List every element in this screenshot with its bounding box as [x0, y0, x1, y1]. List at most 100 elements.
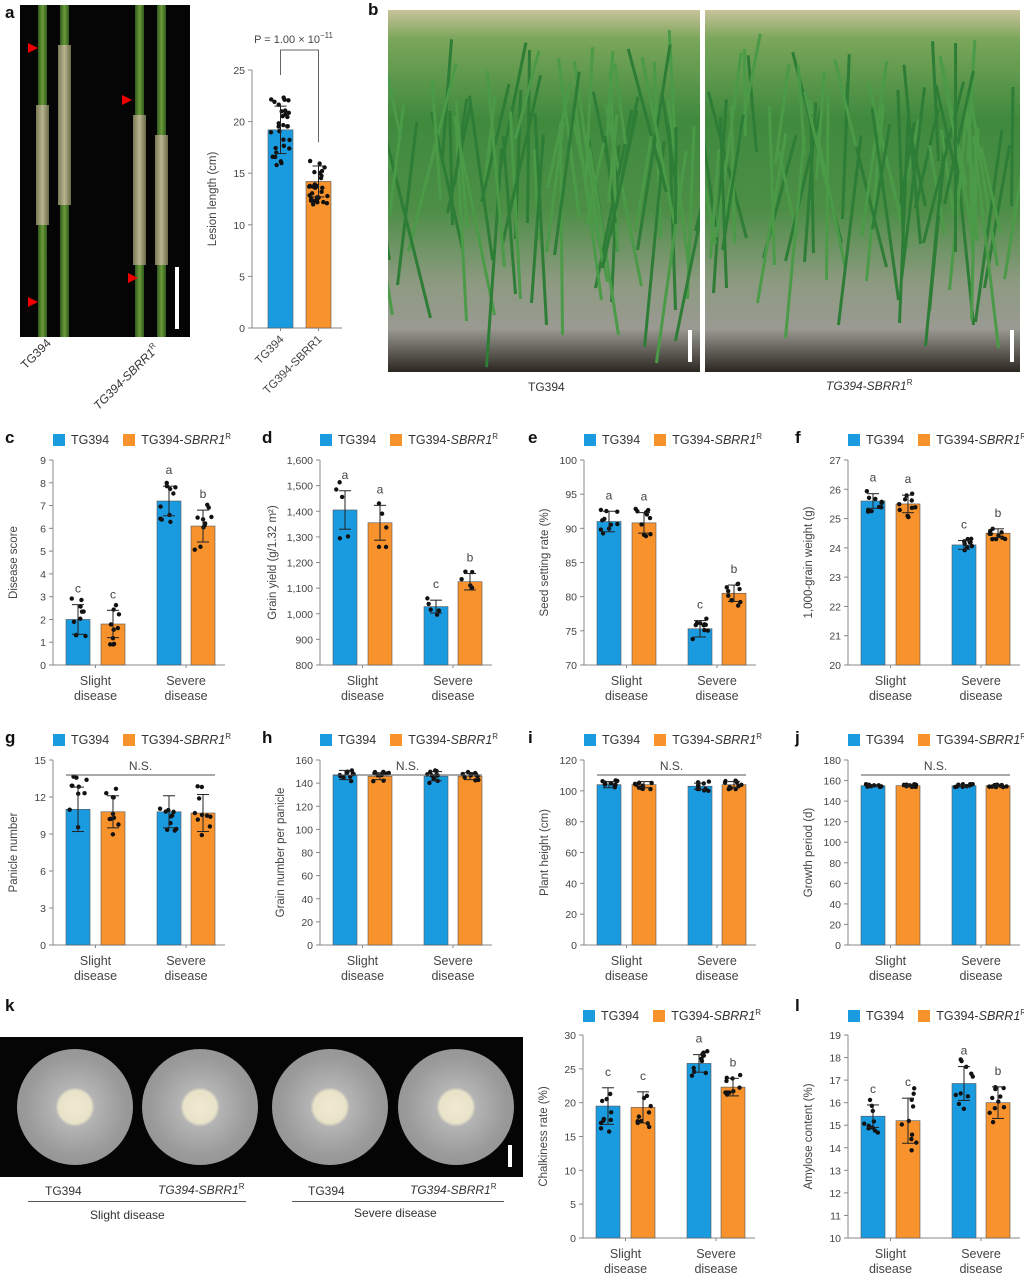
y-tick-label: 80 — [301, 848, 313, 860]
data-point — [737, 1072, 743, 1078]
data-point — [195, 515, 200, 520]
data-point — [315, 200, 320, 205]
data-point — [78, 616, 83, 621]
label-text: TG394-SBRR1 — [826, 379, 907, 393]
data-point — [914, 1140, 919, 1145]
y-tick-label: 75 — [565, 626, 577, 638]
y-tick-label: 6 — [40, 523, 46, 535]
data-point — [111, 642, 116, 647]
legend-swatch-tg394 — [848, 1009, 860, 1022]
data-point — [608, 1091, 613, 1097]
data-point — [274, 162, 279, 168]
legend-label-sbrr1: TG394-SBRR1R — [141, 432, 232, 448]
legend-label-tg394: TG394 — [338, 432, 377, 447]
y-tick-label: 1,100 — [287, 583, 313, 595]
panel-letter-b: b — [368, 0, 379, 19]
ns-label: N.S. — [660, 759, 683, 773]
data-point — [897, 502, 902, 507]
y-tick-label: 5 — [40, 546, 46, 558]
data-point — [734, 780, 740, 785]
data-point — [902, 497, 908, 502]
y-tick-label: 12 — [829, 1188, 841, 1200]
data-point — [426, 601, 431, 607]
x-tick-label: Slight — [347, 674, 379, 688]
significance-letter: c — [870, 1082, 876, 1096]
data-point — [459, 577, 464, 582]
y-tick-label: 40 — [301, 894, 313, 906]
grain-sample — [272, 1049, 388, 1165]
data-point — [608, 1117, 613, 1123]
legend-label-tg394: TG394 — [602, 732, 641, 747]
scale-bar — [508, 1145, 512, 1167]
y-tick-label: 20 — [564, 1098, 576, 1110]
data-point — [998, 1094, 1003, 1099]
data-point — [195, 784, 200, 789]
legend-swatch-sbrr1 — [390, 733, 403, 746]
legend-swatch-sbrr1 — [654, 433, 667, 446]
x-tick-label: Severe — [166, 954, 206, 968]
data-point — [1001, 1105, 1007, 1110]
x-tick-label: Slight — [80, 674, 112, 688]
data-point — [310, 202, 316, 207]
data-point — [871, 1119, 877, 1124]
data-point — [969, 543, 975, 549]
legend-i: TG394 TG394-SBRR1R — [584, 732, 762, 747]
data-point — [195, 817, 201, 822]
data-point — [909, 505, 915, 511]
data-point — [909, 1136, 914, 1142]
bar — [686, 1063, 712, 1239]
x-tick-label: disease — [74, 969, 117, 983]
data-point — [988, 531, 994, 536]
significance-letter: a — [696, 1032, 703, 1046]
stem-lesion-photo — [20, 5, 190, 337]
photo-k-label: TG394-SBRR1R — [410, 1182, 496, 1197]
bar — [720, 1086, 746, 1239]
grain-photo — [0, 1037, 523, 1177]
panel-letter-l: l — [795, 996, 800, 1015]
y-tick-label: 15 — [829, 1120, 841, 1132]
legend-l: TG394 TG394-SBRR1R — [848, 1008, 1024, 1023]
y-tick-label: 180 — [823, 755, 841, 767]
y-tick-label: 3 — [40, 903, 46, 915]
data-point — [168, 814, 173, 819]
y-tick-label: 0 — [571, 940, 577, 952]
data-point — [970, 782, 975, 787]
y-tick-label: 15 — [34, 755, 46, 767]
data-point — [879, 500, 884, 506]
data-point — [702, 627, 707, 633]
data-point — [167, 512, 172, 518]
y-tick-label: 0 — [835, 940, 841, 952]
data-point — [699, 1056, 704, 1061]
bar — [190, 525, 216, 666]
data-point — [909, 1132, 915, 1137]
data-point — [909, 1097, 914, 1103]
x-tick-label: disease — [869, 969, 912, 983]
data-point — [724, 585, 729, 590]
x-tick-label: disease — [605, 689, 648, 703]
data-point — [312, 169, 317, 175]
data-point — [281, 143, 287, 149]
panel-letter-j: j — [795, 728, 800, 747]
data-point — [866, 495, 872, 501]
photo-k-group-slight: Slight disease — [90, 1208, 165, 1222]
significance-letter: a — [641, 490, 648, 504]
data-point — [372, 769, 378, 775]
y-tick-label: 100 — [559, 455, 577, 467]
data-point — [636, 1114, 642, 1119]
panel-letter-a: a — [5, 3, 15, 22]
data-point — [739, 782, 744, 788]
bar — [190, 812, 216, 946]
x-tick-label: Severe — [961, 954, 1001, 968]
y-tick-label: 40 — [829, 899, 841, 911]
data-point — [436, 608, 442, 613]
data-point — [873, 496, 878, 502]
chart-h — [316, 759, 492, 948]
legend-swatch-tg394 — [320, 733, 332, 746]
legend-label-sbrr1: TG394-SBRR1R — [936, 432, 1024, 448]
y-tick-label: 10 — [829, 1233, 841, 1245]
y-tick-label: 160 — [823, 776, 841, 788]
data-point — [962, 541, 967, 546]
significance-letter: a — [342, 468, 349, 482]
group-divider — [28, 1201, 246, 1202]
data-point — [999, 530, 1004, 535]
